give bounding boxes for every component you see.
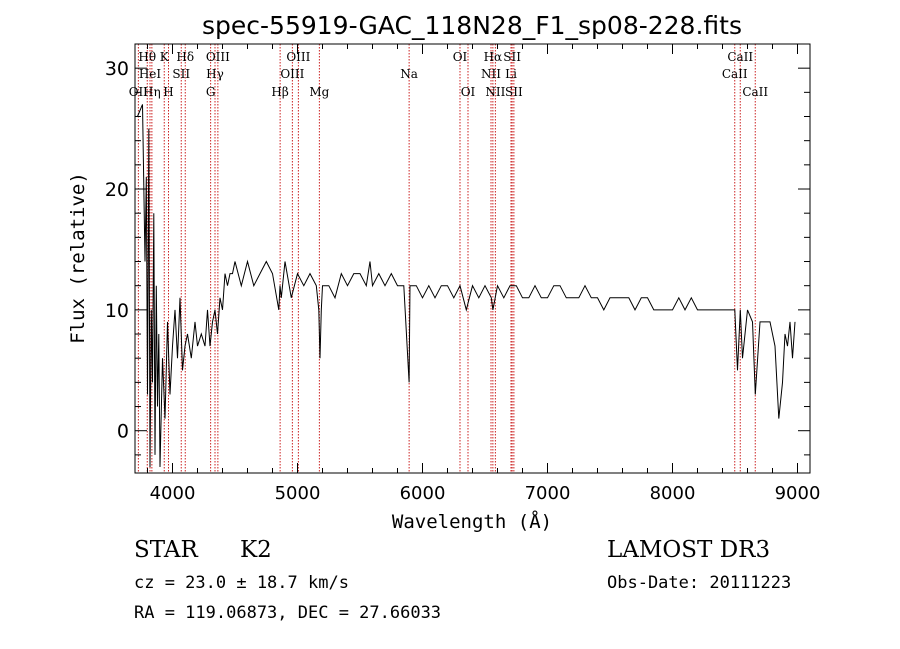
observation-date: Obs-Date: 20111223 [607, 573, 792, 593]
y-tick-label: 10 [105, 300, 129, 322]
line-label: SII [172, 67, 190, 81]
line-label: G [206, 85, 216, 99]
x-tick-label: 9000 [775, 483, 821, 504]
spectrum-line [137, 104, 796, 468]
line-label: OIII [206, 50, 230, 64]
x-tick-label: 7000 [525, 483, 571, 504]
line-label: Hδ [176, 50, 194, 64]
object-subclass: K2 [240, 537, 272, 563]
y-tick-label: 20 [105, 179, 129, 201]
line-label: OII [129, 85, 149, 99]
plot-frame [134, 43, 811, 474]
x-tick-label: 5000 [275, 483, 321, 504]
line-label: K [160, 50, 170, 64]
x-tick-label: 6000 [400, 483, 446, 504]
y-tick-label: 0 [117, 421, 129, 443]
line-label: OIII [286, 50, 310, 64]
line-label: CaII [727, 50, 753, 64]
line-label: Hγ [206, 67, 224, 81]
chart-title: spec-55919-GAC_118N28_F1_sp08-228.fits [202, 11, 742, 40]
line-label: SII [503, 50, 521, 64]
line-label: OI [461, 85, 476, 99]
line-label: Hβ [271, 85, 288, 99]
y-axis-label: Flux (relative) [67, 172, 89, 344]
line-label: Hη [143, 85, 161, 99]
x-axis-label: Wavelength (Å) [392, 510, 552, 533]
line-label: Hα [484, 50, 503, 64]
line-label: OI [453, 50, 468, 64]
line-label: CaII [742, 85, 768, 99]
line-label: Li [505, 67, 517, 81]
line-label: NII [485, 85, 505, 99]
line-label: SII [505, 85, 523, 99]
line-label: OIII [280, 67, 304, 81]
line-label: Mg [309, 85, 329, 99]
line-label: Hθ [138, 50, 156, 64]
line-label: H [163, 85, 173, 99]
line-label: Na [400, 67, 418, 81]
line-label: NII [481, 67, 501, 81]
survey-name: LAMOST DR3 [607, 537, 771, 563]
line-label: CaII [722, 67, 748, 81]
coordinates: RA = 119.06873, DEC = 27.66033 [134, 603, 442, 623]
y-tick-label: 30 [105, 58, 129, 80]
x-tick-label: 8000 [650, 483, 696, 504]
x-tick-label: 4000 [150, 483, 196, 504]
object-class: STAR [134, 537, 198, 563]
redshift-velocity: cz = 23.0 ± 18.7 km/s [134, 573, 349, 593]
line-label: HeI [139, 67, 162, 81]
